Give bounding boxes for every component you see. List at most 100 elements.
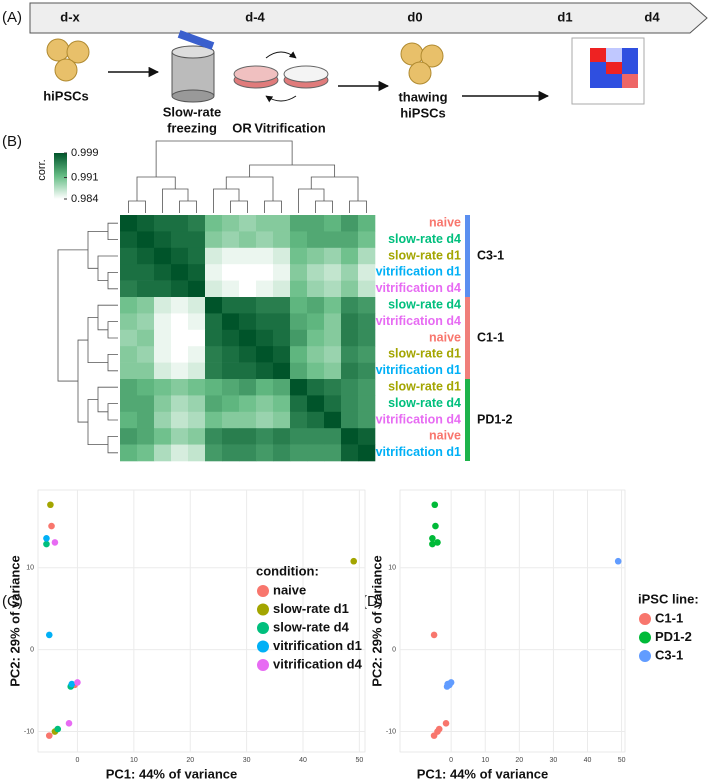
heatmap-cell	[239, 428, 257, 445]
heatmap-cell	[307, 264, 325, 281]
heatmap-cell	[256, 231, 274, 249]
dendrogram	[87, 230, 108, 269]
x-tick-label: 20	[186, 757, 194, 764]
heatmap-cell	[307, 297, 325, 314]
heatmap-cell	[137, 231, 155, 249]
heatmap-cell	[307, 362, 325, 380]
heatmap-cell	[358, 346, 376, 363]
heatmap-cell	[341, 346, 359, 363]
heatmap-cell	[171, 411, 189, 429]
freezer-icon	[171, 30, 215, 103]
dendrogram	[107, 403, 118, 421]
heatmap-cell	[171, 247, 189, 265]
heatmap-cell	[154, 313, 172, 331]
heatmap-cell	[341, 379, 359, 396]
heatmap-cell	[137, 264, 155, 281]
heatmap-cell	[358, 264, 376, 281]
heatmap-cell	[154, 379, 172, 396]
point	[442, 720, 450, 727]
point	[447, 679, 455, 686]
heatmap-cell	[171, 428, 189, 445]
heatmap-cell	[341, 428, 359, 445]
heatmap-cell	[222, 247, 240, 265]
heatmap-cell	[324, 329, 342, 347]
heatmap-cell	[239, 329, 257, 347]
heatmap-cell	[239, 280, 257, 298]
heatmap-cell	[205, 231, 223, 249]
heatmap-cell	[154, 444, 172, 462]
heatmap-cell	[222, 264, 240, 281]
point	[434, 539, 441, 546]
heatmap-cell	[290, 297, 308, 314]
heatmap-cell	[256, 313, 274, 331]
heatmap-cell	[324, 264, 342, 281]
cell-icon	[400, 42, 444, 85]
heatmap-cell	[120, 280, 138, 298]
dendrogram	[155, 140, 293, 177]
heatmap-cell	[222, 280, 240, 298]
heatmap-cell	[341, 313, 359, 331]
legend-swatch	[257, 659, 269, 671]
heatmap-cell	[171, 362, 189, 380]
heatmap-cell	[120, 231, 138, 249]
heatmap-cell	[120, 411, 138, 429]
heatmap-cell	[120, 247, 138, 265]
dendrogram	[97, 255, 118, 282]
legend-title: condition:	[256, 563, 319, 578]
legend-label: vitrification d1	[273, 638, 362, 653]
legend-swatch	[257, 585, 269, 597]
colorbar-tick-label: 0.991	[71, 171, 99, 183]
point	[429, 540, 436, 548]
colorbar-tick-label: 0.984	[71, 193, 99, 205]
heatmap-cell	[290, 444, 308, 462]
x-tick-label: 50	[618, 757, 626, 764]
heatmap-cell	[205, 362, 223, 380]
timeline-arrow	[29, 2, 708, 34]
point	[614, 557, 622, 565]
heatmap-cell	[290, 231, 308, 249]
y-tick-label: 10	[388, 565, 396, 572]
heatmap-cell	[171, 395, 189, 413]
timepoint: d-x	[60, 9, 80, 24]
legend-label: C1-1	[655, 610, 683, 625]
heatmap-cell	[341, 231, 359, 249]
heatmap-cell	[324, 362, 342, 380]
heatmap-cell	[273, 313, 291, 331]
heatmap-cell	[358, 411, 376, 429]
row-label: slow-rate d1	[388, 379, 461, 393]
x-tick-label: 40	[299, 757, 307, 764]
heatmap-cell	[273, 231, 291, 249]
heatmap-cell	[222, 346, 240, 363]
row-label: slow-rate d4	[388, 297, 461, 311]
row-label: slow-rate d1	[388, 248, 461, 262]
heatmap-cell	[358, 247, 376, 265]
heatmap-cell	[154, 231, 172, 249]
panel-label: (B)	[2, 133, 22, 150]
heatmap-cell	[222, 379, 240, 396]
dendrogram	[162, 188, 189, 213]
dendrogram	[230, 200, 248, 213]
row-label: vitrification d4	[376, 281, 461, 295]
heatmap-cell	[290, 215, 308, 232]
panel-label: (D)	[362, 593, 383, 610]
y-axis-label: PC2: 29% of variance	[7, 555, 22, 687]
heatmap-cell	[137, 313, 155, 331]
heatmap-cell	[358, 313, 376, 331]
dendrogram	[179, 200, 197, 213]
heatmap-cell	[205, 313, 223, 331]
heatmap-cell	[307, 411, 325, 429]
heatmap-cell	[324, 444, 342, 462]
heatmap-cell	[222, 215, 240, 232]
heatmap-cell	[154, 346, 172, 363]
point	[47, 501, 54, 509]
panel-label: (A)	[2, 9, 22, 26]
heatmap-cell	[222, 297, 240, 314]
dendrogram	[264, 200, 282, 213]
dendrogram	[107, 435, 118, 454]
heatmap-cell	[205, 247, 223, 265]
row-label: naive	[429, 429, 461, 443]
step-label: hiPSCs	[400, 105, 446, 120]
heatmap-cell	[273, 395, 291, 413]
heatmap-cell	[341, 329, 359, 347]
heatmap-cell	[256, 395, 274, 413]
